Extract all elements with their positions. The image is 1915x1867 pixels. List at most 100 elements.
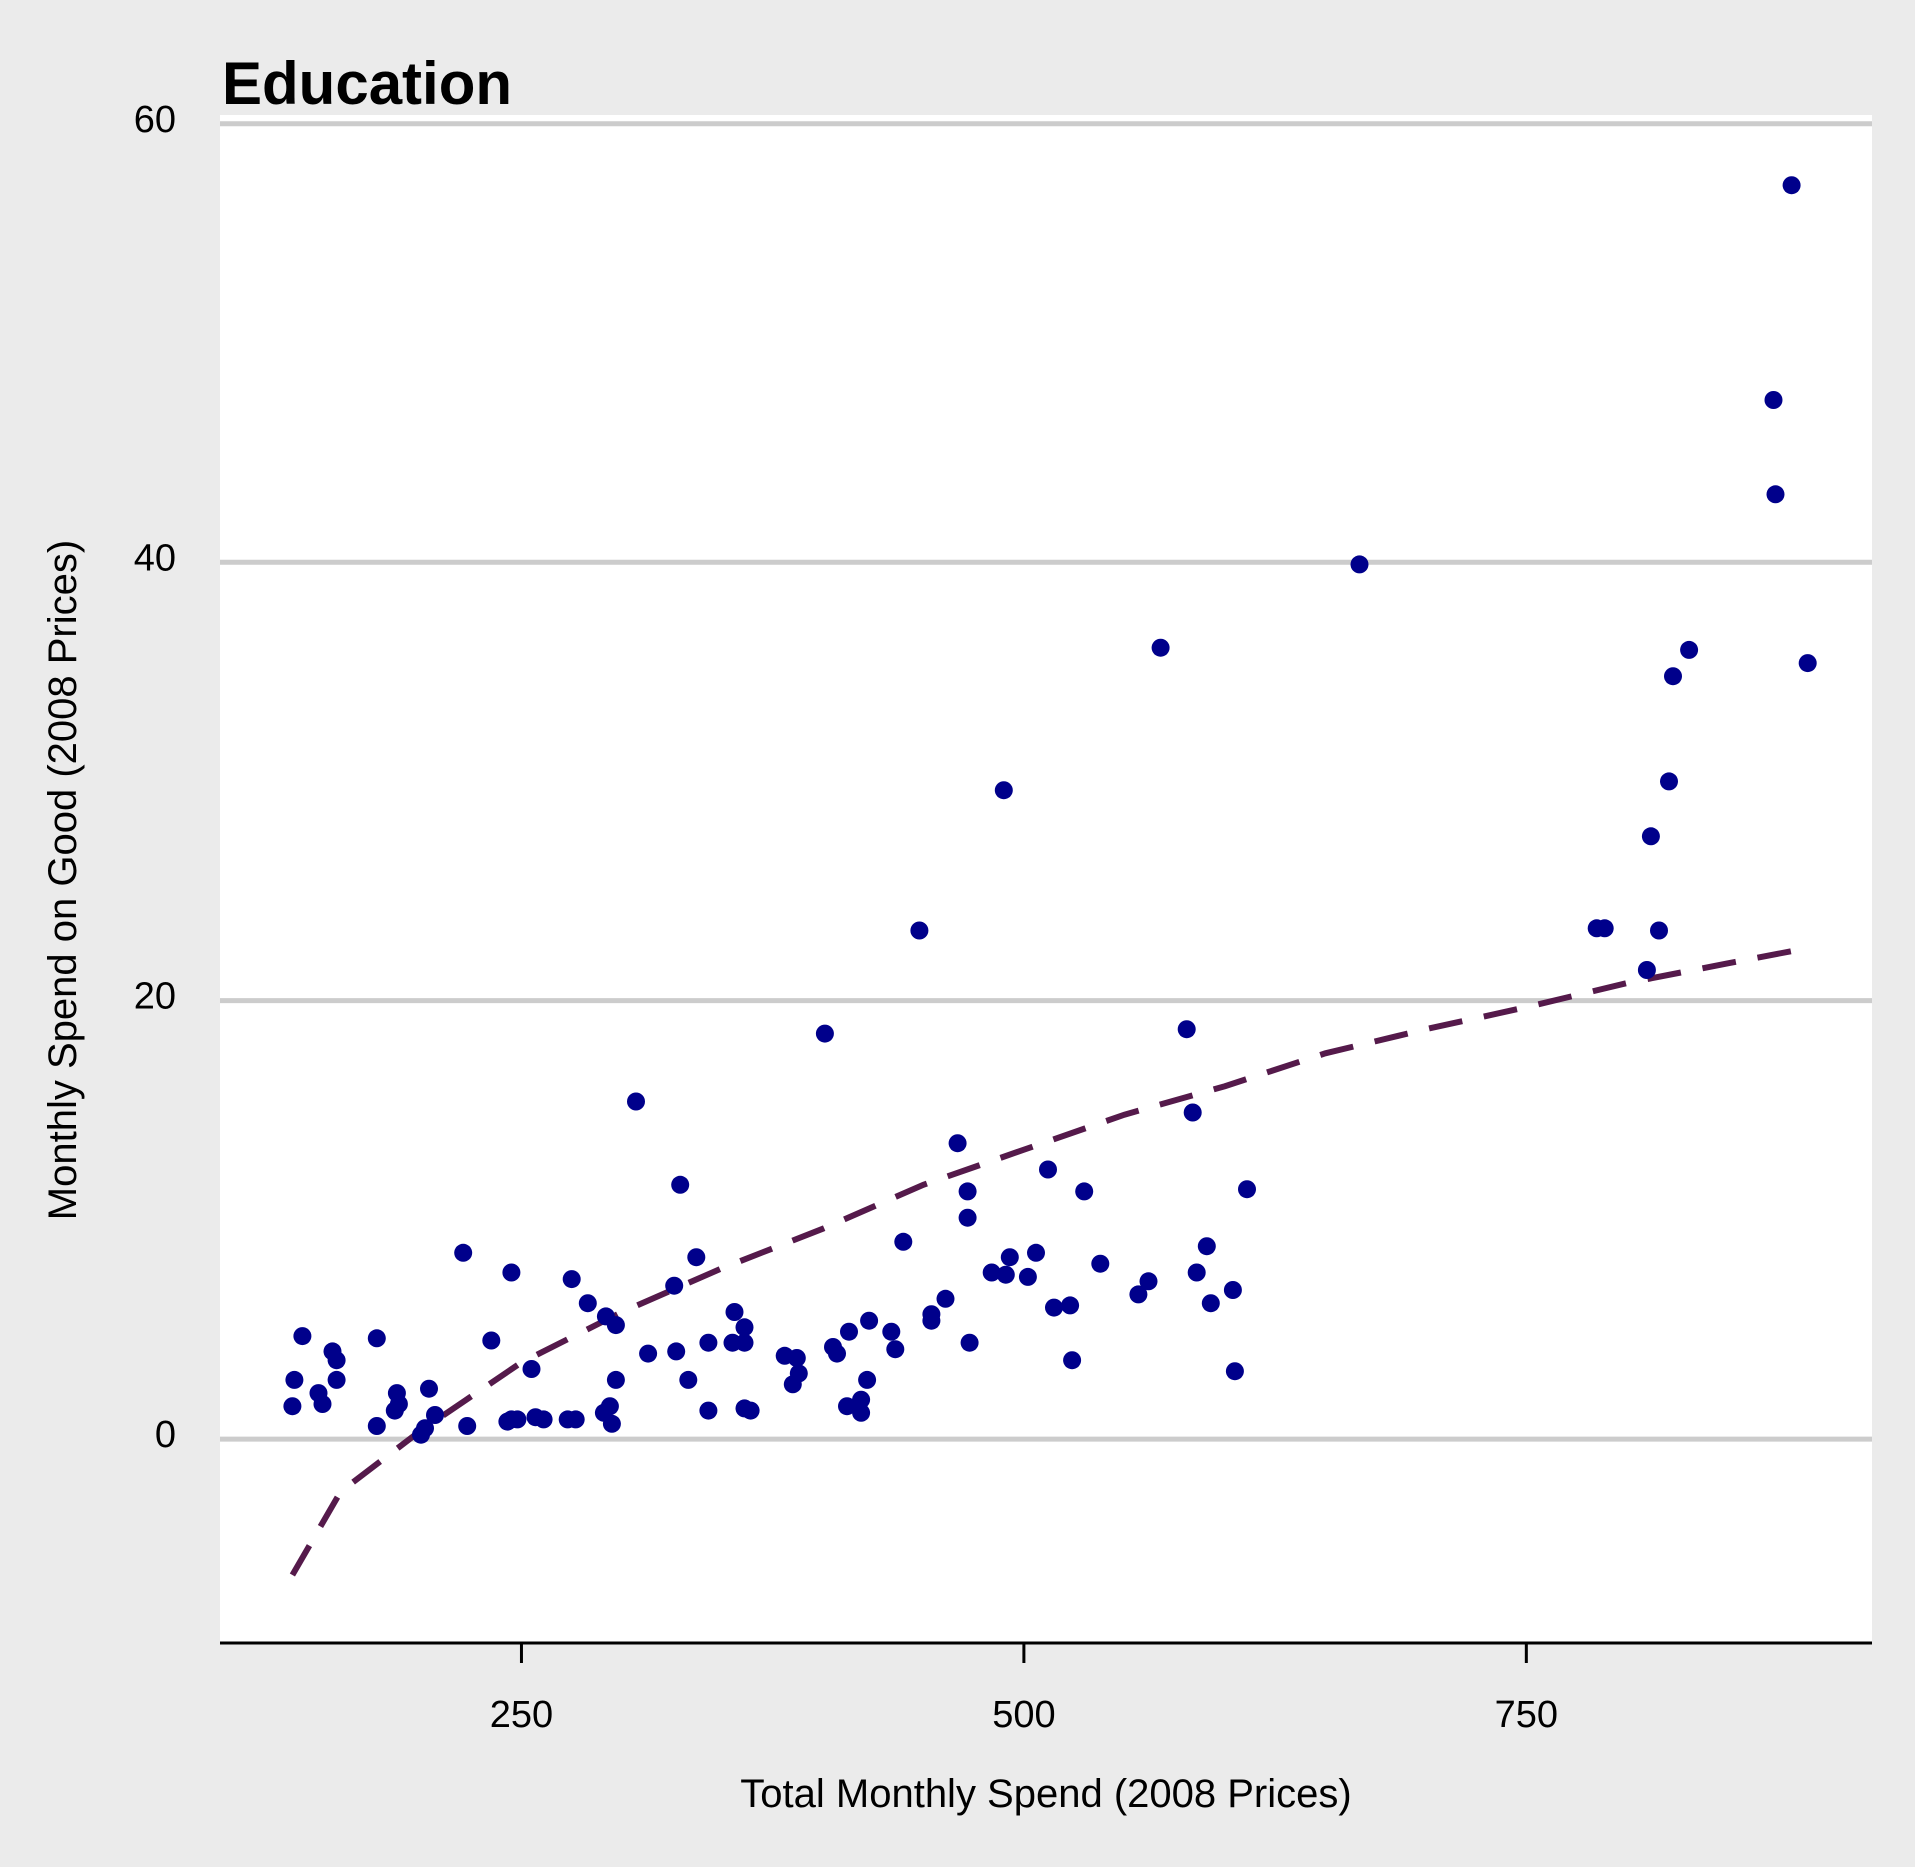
data-point <box>562 1270 581 1289</box>
data-point <box>960 1333 979 1352</box>
data-point <box>1139 1272 1158 1291</box>
data-point <box>1018 1267 1037 1286</box>
data-point <box>910 921 929 940</box>
data-point <box>1063 1351 1082 1370</box>
data-point <box>482 1331 501 1350</box>
data-point <box>852 1390 871 1409</box>
data-point <box>1129 1285 1148 1304</box>
data-point <box>735 1318 754 1337</box>
data-point <box>838 1397 856 1416</box>
data-point <box>1766 485 1785 504</box>
gridlines <box>220 121 1872 1442</box>
data-point <box>283 1397 302 1416</box>
data-point <box>1350 555 1369 574</box>
data-point <box>454 1243 473 1262</box>
data-point <box>725 1303 744 1321</box>
data-point <box>1187 1263 1206 1282</box>
data-point <box>815 1024 834 1043</box>
data-point <box>679 1370 698 1389</box>
data-point <box>828 1344 846 1363</box>
data-point <box>936 1289 955 1308</box>
data-point <box>922 1305 941 1324</box>
data-point <box>1225 1362 1244 1381</box>
data-point <box>1000 1248 1019 1267</box>
trend-line-layer <box>289 945 1809 1577</box>
data-point <box>426 1406 444 1424</box>
data-point <box>735 1333 754 1352</box>
data-point <box>367 1417 386 1435</box>
data-point <box>327 1351 346 1370</box>
x-axis-title: Total Monthly Spend (2008 Prices) <box>740 1772 1351 1816</box>
data-point <box>1039 1160 1057 1179</box>
data-point <box>293 1327 312 1346</box>
data-point <box>1183 1103 1202 1122</box>
data-point <box>948 1134 967 1153</box>
data-point <box>1764 391 1783 409</box>
data-point <box>1075 1182 1094 1201</box>
data-point <box>886 1340 905 1359</box>
data-point <box>534 1410 553 1429</box>
data-point <box>1201 1294 1220 1313</box>
data-point <box>982 1263 1001 1282</box>
data-point <box>996 1265 1015 1284</box>
data-point <box>606 1316 625 1335</box>
data-point <box>313 1395 332 1413</box>
data-point <box>1223 1281 1242 1299</box>
data-point <box>1782 176 1801 195</box>
data-point <box>994 781 1013 800</box>
data-point <box>1177 1020 1196 1039</box>
data-point <box>1660 772 1678 791</box>
data-point <box>502 1263 521 1282</box>
data-point <box>1027 1243 1045 1262</box>
data-point <box>1091 1254 1110 1273</box>
data-point <box>639 1344 658 1363</box>
data-point <box>627 1092 645 1111</box>
data-point <box>1238 1180 1256 1199</box>
data-point <box>671 1175 690 1194</box>
data-point <box>858 1370 877 1389</box>
data-point <box>882 1322 901 1341</box>
data-point <box>1045 1298 1063 1317</box>
data-point <box>367 1329 386 1348</box>
data-point <box>458 1417 477 1435</box>
x-tick-label: 250 <box>490 1694 553 1736</box>
data-point <box>1151 638 1170 657</box>
data-point <box>789 1364 808 1383</box>
data-point <box>508 1410 527 1429</box>
y-tick-label: 40 <box>134 537 176 579</box>
y-ticks: 0 20 40 60 <box>134 99 176 1456</box>
data-point <box>667 1342 686 1361</box>
data-point <box>665 1276 684 1295</box>
data-point <box>741 1401 760 1420</box>
data-point <box>894 1232 913 1251</box>
data-point <box>958 1208 977 1227</box>
data-point <box>699 1401 718 1420</box>
data-point <box>1641 827 1660 846</box>
data-point <box>958 1182 977 1201</box>
data-point <box>1595 919 1614 938</box>
data-point <box>687 1248 706 1267</box>
points-layer <box>283 176 1817 1444</box>
data-point <box>1637 961 1656 979</box>
data-point <box>578 1294 597 1313</box>
data-point <box>1798 654 1817 673</box>
plot-panel <box>220 115 1872 1643</box>
data-point <box>285 1370 304 1389</box>
chart-title: Education <box>222 50 512 117</box>
data-point <box>566 1410 585 1429</box>
data-point <box>327 1370 346 1389</box>
data-point <box>416 1419 434 1438</box>
y-tick-label: 20 <box>134 976 176 1018</box>
data-point <box>522 1360 541 1378</box>
data-point <box>860 1311 879 1330</box>
y-tick-label: 0 <box>155 1414 176 1456</box>
data-point <box>699 1333 718 1352</box>
x-tick-label: 500 <box>992 1694 1055 1736</box>
data-point <box>1664 667 1682 686</box>
data-point <box>420 1379 438 1398</box>
data-point <box>1680 640 1699 659</box>
data-point <box>602 1414 621 1433</box>
data-point <box>606 1370 625 1389</box>
